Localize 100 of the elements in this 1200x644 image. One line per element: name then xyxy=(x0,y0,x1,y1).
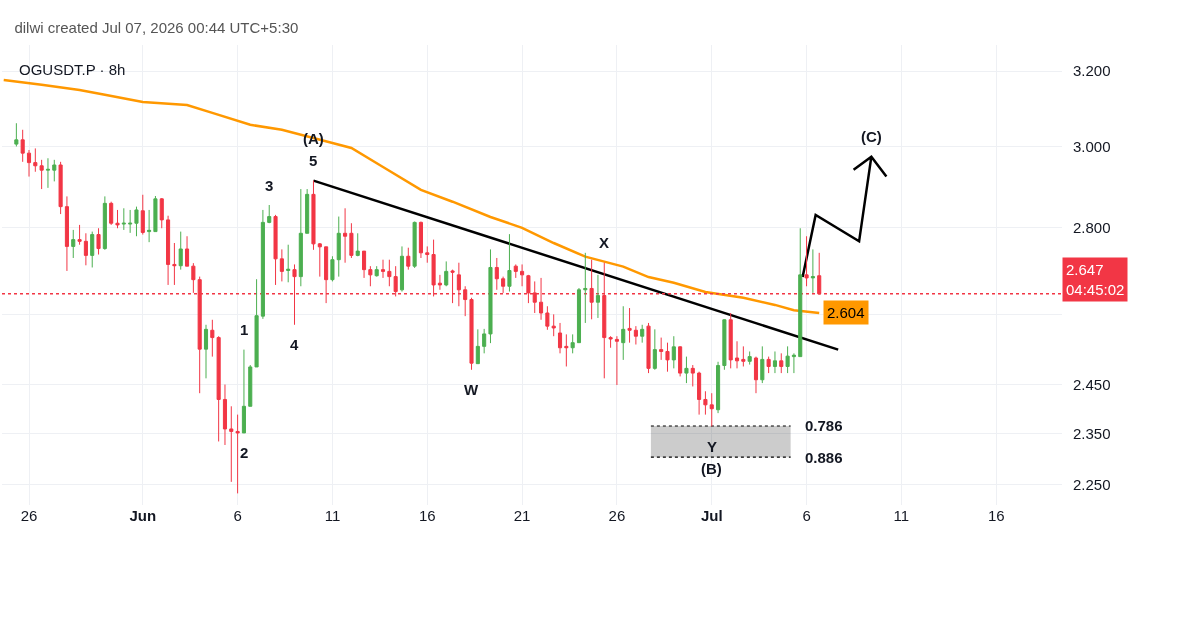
annotation: Y xyxy=(707,438,718,455)
candlestick xyxy=(109,201,114,226)
candlestick xyxy=(380,259,386,279)
ref-line-label: 2.647 04:45:02 xyxy=(1066,261,1125,298)
candlestick xyxy=(406,247,411,271)
candlestick xyxy=(551,313,556,337)
annotation: (B) xyxy=(701,460,722,477)
candlestick xyxy=(734,340,740,369)
candlestick xyxy=(45,157,51,189)
candlestick xyxy=(64,195,69,272)
candlestick xyxy=(583,252,588,324)
y-tick-label: 2.800 xyxy=(1073,219,1111,237)
candlestick xyxy=(311,180,316,251)
candlestick xyxy=(779,352,784,374)
candlestick xyxy=(659,337,664,361)
candlestick xyxy=(557,322,563,354)
line-series xyxy=(801,155,888,279)
x-tick-label: 11 xyxy=(893,507,910,524)
annotation: 0.786 xyxy=(805,417,843,434)
y-tick-label: 3.200 xyxy=(1073,62,1111,80)
x-tick-label: Jun xyxy=(129,507,157,524)
x-tick-label: Jul xyxy=(700,507,723,524)
candlestick xyxy=(159,197,164,229)
candlestick xyxy=(444,260,449,287)
text: OGUSDT.P · 8h xyxy=(19,61,126,78)
annotation: 3 xyxy=(265,177,274,194)
candlestick xyxy=(330,255,335,282)
candlestick xyxy=(785,345,790,374)
candlestick xyxy=(463,285,468,317)
candlestick xyxy=(753,356,759,394)
y-tick-label: 2.450 xyxy=(1073,375,1111,393)
candlestick xyxy=(305,188,310,234)
annotation: 1 xyxy=(240,321,249,338)
x-tick-label: 6 xyxy=(802,507,811,524)
candlestick xyxy=(425,245,430,264)
y-tick-label: 2.250 xyxy=(1073,475,1111,493)
candlestick xyxy=(475,328,480,365)
candlestick xyxy=(646,322,651,374)
candlestick xyxy=(14,122,19,147)
candlestick xyxy=(633,325,638,346)
candlestick xyxy=(343,207,348,264)
candlestick xyxy=(172,242,177,286)
x-tick-label: 16 xyxy=(418,507,436,524)
candlestick xyxy=(355,232,360,257)
candlestick xyxy=(741,345,746,367)
candlestick xyxy=(184,235,190,267)
candlestick xyxy=(488,248,493,344)
candlestick xyxy=(772,350,778,374)
x-tick-label: 6 xyxy=(233,507,242,524)
candlestick xyxy=(260,209,265,320)
candlestick xyxy=(709,392,714,427)
annotation: 5 xyxy=(309,152,318,169)
candlestick xyxy=(178,231,183,271)
candlestick xyxy=(235,414,240,494)
candlestick xyxy=(26,149,32,178)
candlestick xyxy=(279,248,284,282)
line-series xyxy=(2,78,821,315)
candlestick xyxy=(576,287,582,344)
candlestick xyxy=(810,248,815,294)
x-tick-label: 26 xyxy=(608,507,626,524)
candlestick xyxy=(627,307,632,344)
candlestick xyxy=(254,278,259,368)
candlestick xyxy=(507,233,512,293)
x-tick-label: 11 xyxy=(324,507,341,524)
candlestick xyxy=(77,224,82,246)
candlestick xyxy=(368,265,373,287)
candlestick xyxy=(317,242,322,278)
annotation: W xyxy=(464,381,479,398)
annotation: 0.886 xyxy=(805,449,843,466)
candlestick xyxy=(399,245,405,293)
candlestick xyxy=(134,206,139,237)
candlestick xyxy=(96,227,101,256)
candlestick xyxy=(469,297,474,371)
candlestick xyxy=(595,274,600,319)
x-tick-label: 26 xyxy=(20,507,38,524)
candlestick xyxy=(83,232,88,266)
candlestick xyxy=(362,250,367,279)
candlestick xyxy=(121,207,126,231)
candlestick xyxy=(336,216,341,278)
candlestick xyxy=(678,345,683,377)
candlestick xyxy=(412,221,417,269)
candlestick xyxy=(222,384,228,446)
candlestick xyxy=(286,244,291,283)
candlestick xyxy=(760,345,765,384)
candlestick xyxy=(545,305,550,331)
candlestick xyxy=(418,221,423,259)
candlestick xyxy=(747,350,752,366)
candlestick xyxy=(798,227,803,358)
candlestick xyxy=(684,356,689,384)
annotation: (C) xyxy=(861,128,882,145)
annotation: X xyxy=(599,234,610,251)
candlestick xyxy=(273,214,278,286)
candlestick xyxy=(671,335,676,369)
candlestick xyxy=(697,371,702,416)
candlestick xyxy=(71,229,76,259)
annotation: 4 xyxy=(290,336,299,353)
candlestick xyxy=(716,361,721,414)
x-tick-label: 16 xyxy=(987,507,1005,524)
candlestick xyxy=(20,129,25,163)
annotation: 2 xyxy=(240,444,249,461)
